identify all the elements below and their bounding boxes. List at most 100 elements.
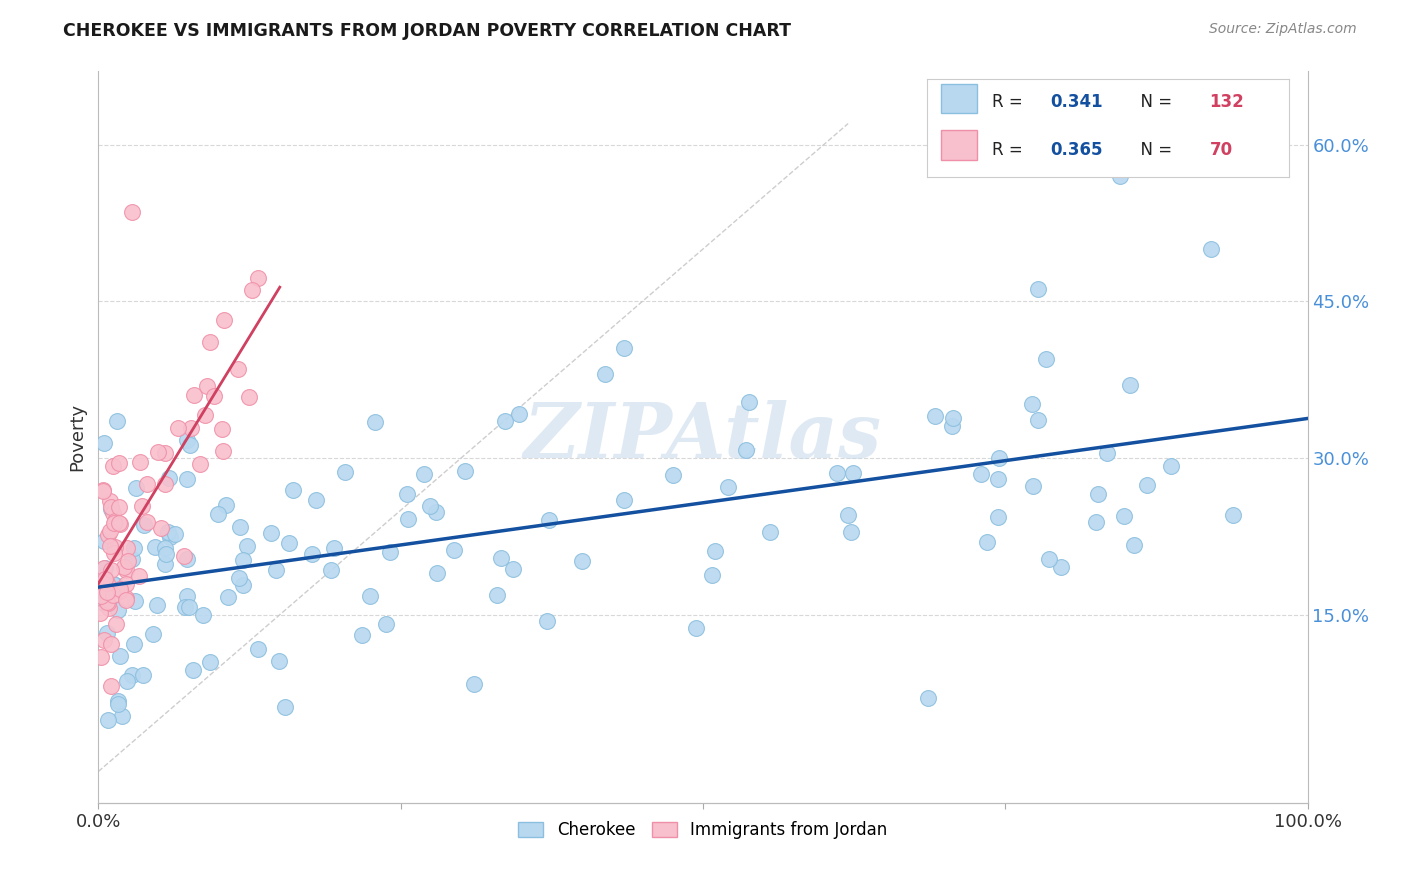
Point (413, 467, 436, 481)
Point (115, 541, 138, 556)
Point (153, 558, 176, 572)
Point (508, 407, 530, 421)
Point (247, 641, 270, 656)
Point (232, 578, 254, 592)
Point (153, 541, 176, 556)
Point (155, 547, 177, 561)
Point (128, 455, 150, 469)
Point (159, 471, 181, 485)
Point (153, 477, 176, 491)
Point (131, 668, 153, 682)
Point (278, 536, 301, 550)
Point (924, 409, 946, 423)
Point (125, 481, 148, 495)
Point (117, 673, 139, 688)
Point (571, 554, 593, 568)
Point (198, 655, 221, 669)
Point (305, 493, 328, 508)
Point (150, 521, 173, 535)
Point (738, 395, 761, 409)
Point (121, 668, 143, 682)
Point (1035, 352, 1057, 367)
Point (188, 457, 211, 471)
Point (183, 388, 205, 402)
Point (537, 513, 560, 527)
Point (107, 697, 129, 711)
Point (98, 540, 121, 554)
Point (1021, 397, 1043, 411)
Point (163, 526, 186, 541)
Point (146, 598, 169, 612)
Point (1022, 478, 1045, 492)
Point (100, 524, 122, 538)
Point (193, 607, 215, 622)
Point (917, 690, 939, 705)
Point (350, 628, 373, 642)
Point (108, 648, 131, 663)
Point (1135, 478, 1157, 492)
Point (266, 563, 288, 577)
Point (970, 467, 993, 481)
Point (486, 588, 509, 602)
Point (146, 444, 169, 458)
Point (212, 313, 235, 327)
Point (110, 708, 132, 723)
Point (1026, 413, 1049, 427)
Point (364, 415, 387, 429)
Point (174, 599, 197, 614)
Point (463, 677, 485, 691)
Point (108, 583, 131, 598)
Point (101, 577, 124, 591)
Point (211, 422, 233, 436)
Point (987, 472, 1010, 486)
Point (112, 560, 135, 574)
Point (104, 617, 127, 632)
Point (97, 596, 120, 610)
Point (180, 421, 202, 435)
Point (200, 334, 222, 349)
Point (260, 526, 283, 541)
Point (93, 569, 115, 583)
Point (97, 528, 120, 542)
Point (93, 561, 115, 575)
Point (97, 714, 120, 728)
Point (89, 606, 111, 620)
Point (841, 467, 863, 481)
Point (108, 582, 131, 596)
Point (194, 408, 217, 422)
Point (489, 551, 512, 566)
Point (104, 514, 127, 528)
Point (395, 486, 418, 500)
Point (825, 466, 848, 480)
Point (104, 540, 127, 554)
Point (734, 443, 756, 458)
Point (124, 593, 146, 607)
Point (159, 529, 181, 543)
Text: ZIPAtlas: ZIPAtlas (524, 401, 882, 474)
Point (323, 541, 346, 556)
Point (93, 534, 115, 549)
Point (94, 561, 117, 575)
Point (136, 477, 159, 491)
Point (108, 582, 131, 597)
Point (166, 421, 188, 435)
Point (988, 450, 1011, 465)
Point (396, 512, 419, 526)
Point (93, 597, 115, 611)
Text: Source: ZipAtlas.com: Source: ZipAtlas.com (1209, 22, 1357, 37)
Point (121, 552, 143, 566)
Point (229, 519, 252, 533)
Point (202, 389, 225, 403)
Point (837, 508, 859, 522)
Point (1119, 377, 1142, 392)
Point (103, 588, 125, 602)
Point (703, 544, 725, 558)
Point (375, 617, 398, 632)
Point (1049, 560, 1071, 574)
Point (1114, 509, 1136, 524)
Point (142, 627, 165, 641)
Point (100, 563, 122, 577)
Point (101, 507, 124, 521)
Point (267, 654, 290, 668)
Point (976, 535, 998, 549)
